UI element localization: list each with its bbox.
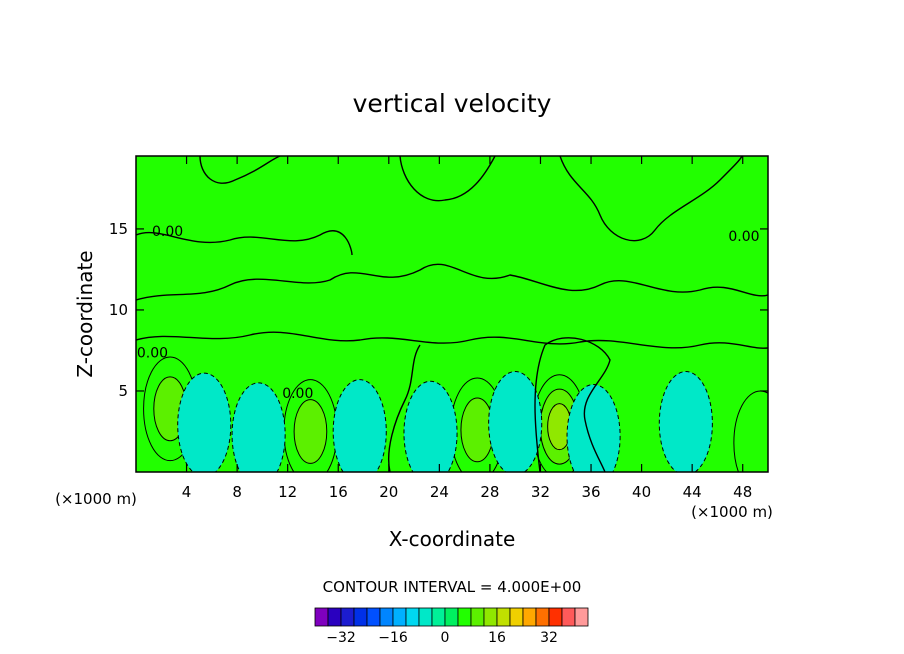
x-tick-label: 24 bbox=[430, 483, 449, 501]
colorbar-swatch bbox=[353, 607, 368, 627]
downdraft-cell-7 bbox=[231, 382, 286, 472]
colorbar-swatch bbox=[561, 607, 576, 627]
y-unit-label: (×1000 m) bbox=[55, 490, 137, 508]
downdraft-cell-11 bbox=[566, 384, 621, 472]
x-tick-label: 8 bbox=[232, 483, 242, 501]
y-tick-label: 5 bbox=[118, 382, 128, 400]
downdraft-cell-6 bbox=[177, 372, 232, 472]
x-tick-label: 28 bbox=[480, 483, 499, 501]
x-tick-label: 48 bbox=[733, 483, 752, 501]
downdraft-shell bbox=[488, 371, 543, 472]
colorbar-swatch bbox=[457, 607, 472, 627]
downdraft-shell bbox=[403, 380, 458, 472]
colorbar-tick-label: 32 bbox=[540, 630, 558, 646]
downdraft-cell-9 bbox=[403, 380, 458, 472]
updraft-shell bbox=[733, 390, 768, 472]
colorbar-swatch bbox=[522, 607, 537, 627]
zero-contour-7 bbox=[388, 344, 421, 472]
colorbar-swatch bbox=[431, 607, 446, 627]
colorbar-swatch bbox=[548, 607, 563, 627]
colorbar-swatch bbox=[340, 607, 355, 627]
x-tick-label: 36 bbox=[581, 483, 600, 501]
colorbar-tick-label: 0 bbox=[441, 630, 450, 646]
zero-contour-8 bbox=[534, 337, 611, 472]
x-axis-label: X-coordinate bbox=[389, 527, 516, 551]
colorbar-swatch bbox=[535, 607, 550, 627]
x-axis: 4 8 12 16 20 24 28 32 36 40 44 48 bbox=[182, 156, 752, 501]
downdraft-shell bbox=[231, 382, 286, 472]
colorbar-tick-label: −32 bbox=[326, 630, 356, 646]
downdraft-shell bbox=[332, 379, 387, 472]
downdraft-cell-12 bbox=[658, 371, 713, 472]
downdraft-shell bbox=[566, 384, 621, 472]
x-tick-label: 12 bbox=[278, 483, 297, 501]
colorbar-swatch bbox=[379, 607, 394, 627]
contour-label: 0.00 bbox=[728, 229, 759, 245]
y-tick-label: 15 bbox=[109, 220, 128, 238]
colorbar-swatch bbox=[574, 607, 589, 627]
colorbar-swatch bbox=[444, 607, 459, 627]
plot-area: 0.00 0.00 0.00 0.00 bbox=[135, 155, 769, 473]
plot-frame bbox=[135, 155, 769, 473]
colorbar-swatch bbox=[418, 607, 433, 627]
colorbar-swatch bbox=[327, 607, 342, 627]
colorbar-swatch bbox=[392, 607, 407, 627]
y-axis: 5 10 15 bbox=[109, 220, 768, 400]
x-tick-label: 44 bbox=[683, 483, 702, 501]
zero-contour-1 bbox=[136, 263, 768, 301]
downdraft-cell-10 bbox=[488, 371, 543, 472]
colorbar-tick-label: −16 bbox=[378, 630, 408, 646]
zero-contour-6 bbox=[136, 331, 768, 349]
updraft-cell-5 bbox=[733, 390, 768, 472]
zero-contour-2 bbox=[136, 230, 353, 256]
zero-contour-4 bbox=[399, 156, 496, 202]
colorbar-ticks: −32 −16 0 16 32 bbox=[326, 630, 558, 646]
colorbar-swatch bbox=[483, 607, 498, 627]
colorbar-tick-label: 16 bbox=[488, 630, 506, 646]
y-axis-label: Z-coordinate bbox=[73, 250, 97, 377]
y-tick-label: 10 bbox=[109, 301, 128, 319]
colorbar-swatch bbox=[509, 607, 524, 627]
zero-contour-3 bbox=[199, 156, 281, 184]
x-tick-label: 20 bbox=[379, 483, 398, 501]
chart-title: vertical velocity bbox=[353, 89, 552, 118]
colorbar-swatch bbox=[470, 607, 485, 627]
colorbar-swatch bbox=[496, 607, 511, 627]
colorbar-swatch bbox=[314, 607, 329, 627]
contour-label: 0.00 bbox=[282, 386, 313, 402]
contour-interval-label: CONTOUR INTERVAL = 4.000E+00 bbox=[323, 578, 582, 596]
x-tick-label: 16 bbox=[329, 483, 348, 501]
zero-contour-5 bbox=[559, 156, 743, 242]
downdraft-cell-8 bbox=[332, 379, 387, 472]
x-tick-label: 40 bbox=[632, 483, 651, 501]
contour-label: 0.00 bbox=[152, 224, 183, 240]
colorbar-swatch bbox=[366, 607, 381, 627]
downdraft-shell bbox=[177, 372, 232, 472]
downdraft-shell bbox=[658, 371, 713, 472]
x-tick-label: 4 bbox=[182, 483, 192, 501]
colorbar-swatch bbox=[405, 607, 420, 627]
x-tick-label: 32 bbox=[531, 483, 550, 501]
colorbar bbox=[314, 607, 589, 627]
updraft-shell bbox=[293, 399, 328, 464]
contour-label: 0.00 bbox=[137, 346, 168, 362]
x-unit-label: (×1000 m) bbox=[691, 503, 773, 521]
